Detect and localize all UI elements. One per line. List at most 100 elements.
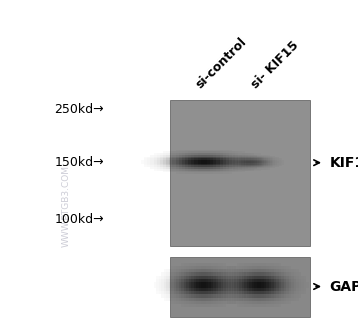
Bar — [186, 282, 189, 285]
Bar — [175, 151, 179, 153]
Bar — [224, 157, 226, 158]
Bar — [229, 157, 232, 158]
Bar — [284, 291, 286, 294]
Bar — [268, 154, 270, 156]
Bar — [194, 172, 198, 174]
Bar — [179, 171, 182, 172]
Bar — [244, 301, 247, 304]
Bar — [156, 288, 159, 291]
Bar — [207, 165, 210, 167]
Bar — [201, 153, 204, 155]
Bar — [218, 272, 221, 276]
Bar — [268, 157, 270, 158]
Bar — [186, 266, 189, 269]
Bar — [222, 163, 224, 165]
Bar — [243, 288, 246, 291]
Bar — [296, 279, 299, 282]
Bar — [271, 162, 273, 163]
Bar — [279, 162, 281, 163]
Bar — [259, 167, 261, 168]
Bar — [296, 288, 299, 291]
Bar — [171, 285, 174, 288]
Bar — [181, 272, 184, 276]
Bar — [141, 162, 144, 164]
Bar — [198, 169, 201, 171]
Bar — [228, 272, 231, 276]
Bar — [241, 165, 242, 166]
Bar — [264, 160, 266, 161]
Bar — [207, 171, 210, 172]
Bar — [228, 285, 231, 288]
Bar — [239, 163, 241, 165]
Bar — [189, 301, 191, 304]
Bar — [237, 279, 239, 282]
Bar — [237, 288, 239, 291]
Bar — [204, 153, 207, 155]
Bar — [217, 279, 219, 282]
Bar — [235, 157, 238, 158]
Bar — [223, 288, 226, 291]
Bar — [179, 160, 182, 162]
Bar — [259, 158, 261, 160]
Bar — [249, 285, 252, 288]
Bar — [268, 163, 270, 165]
Bar — [237, 154, 239, 156]
Bar — [182, 155, 185, 157]
Bar — [291, 279, 294, 282]
Bar — [179, 291, 181, 294]
Bar — [166, 294, 169, 297]
Bar — [204, 160, 207, 162]
Bar — [281, 294, 284, 297]
Bar — [164, 276, 166, 279]
Bar — [185, 151, 188, 153]
Bar — [259, 161, 261, 162]
Bar — [182, 158, 185, 160]
Bar — [223, 153, 226, 155]
Bar — [216, 288, 218, 291]
Bar — [244, 282, 247, 285]
Bar — [259, 304, 261, 307]
Bar — [237, 266, 239, 269]
Bar — [237, 272, 239, 276]
Bar — [169, 291, 171, 294]
Bar — [268, 158, 270, 160]
Bar — [213, 165, 216, 167]
Bar — [304, 288, 306, 291]
Bar — [235, 166, 237, 167]
Bar — [219, 164, 223, 165]
Bar — [247, 297, 249, 301]
Bar — [157, 165, 160, 167]
Bar — [226, 297, 228, 301]
Bar — [246, 279, 248, 282]
Bar — [263, 162, 267, 164]
Bar — [223, 266, 226, 269]
Bar — [249, 288, 252, 291]
Bar — [181, 301, 184, 304]
Bar — [219, 162, 223, 164]
Bar — [216, 266, 218, 269]
Bar — [224, 294, 227, 297]
Bar — [242, 165, 244, 166]
Bar — [174, 301, 176, 304]
Bar — [221, 165, 222, 166]
Bar — [203, 291, 206, 294]
Bar — [196, 279, 199, 282]
Bar — [182, 164, 185, 165]
Bar — [252, 153, 253, 154]
Bar — [264, 161, 266, 162]
Bar — [275, 165, 277, 166]
Bar — [289, 269, 291, 272]
Bar — [245, 153, 248, 155]
Bar — [179, 164, 182, 165]
Bar — [261, 162, 262, 163]
Bar — [154, 160, 157, 162]
Bar — [255, 161, 257, 162]
Bar — [257, 304, 259, 307]
Bar — [206, 304, 208, 307]
Bar — [242, 160, 245, 162]
Bar — [186, 263, 189, 266]
Bar — [222, 282, 224, 285]
Bar — [169, 285, 171, 288]
Bar — [217, 282, 219, 285]
Bar — [191, 169, 194, 171]
